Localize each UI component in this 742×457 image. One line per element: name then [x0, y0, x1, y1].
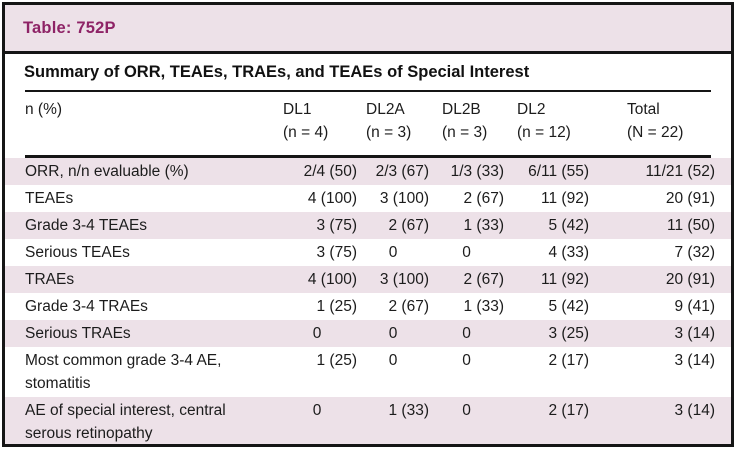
- divider-thick: [25, 155, 711, 158]
- column-header-dl2: DL2 (n = 12): [504, 92, 589, 155]
- value-cell: 1 (33): [463, 217, 505, 234]
- table-row-serious-teaes: Serious TEAEs 3 (75) 0 0 4 (33) 7 (32): [5, 239, 731, 266]
- data-table: ORR, n/n evaluable (%) 2/4 (50) 2/3 (67)…: [5, 158, 731, 444]
- value-cell: 2 (17): [548, 352, 590, 369]
- value-cell: 3 (14): [674, 325, 716, 342]
- value-cell: 0: [388, 244, 398, 261]
- column-header-label: n (%): [25, 101, 63, 118]
- value-cell: 9 (41): [674, 298, 716, 315]
- row-label: Grade 3-4 TRAEs: [25, 298, 148, 315]
- divider-thin: [25, 90, 711, 92]
- title-band: Table: 752P: [5, 5, 731, 54]
- column-n: (N = 22): [627, 124, 684, 141]
- column-n: (n = 12): [517, 124, 571, 141]
- row-label: AE of special interest, central serous r…: [25, 402, 226, 442]
- value-cell: 4 (33): [548, 244, 590, 261]
- value-cell: 0: [312, 325, 322, 342]
- value-cell: 1 (25): [316, 298, 358, 315]
- value-cell: 3 (75): [316, 244, 358, 261]
- value-cell: 1 (33): [463, 298, 505, 315]
- value-cell: 3 (14): [674, 352, 716, 369]
- value-cell: 0: [388, 325, 398, 342]
- value-cell: 2/3 (67): [375, 163, 429, 180]
- column-header-dl2b: DL2B (n = 3): [429, 92, 504, 155]
- table-card: Table: 752P Summary of ORR, TEAEs, TRAEs…: [2, 2, 734, 447]
- value-cell: 3 (100): [379, 190, 429, 207]
- value-cell: 1 (25): [316, 352, 358, 369]
- column-name: DL2A: [366, 101, 405, 118]
- value-cell: 11 (50): [667, 217, 715, 234]
- table-row-grade34-traes: Grade 3-4 TRAEs 1 (25) 2 (67) 1 (33) 5 (…: [5, 293, 731, 320]
- value-cell: 0: [462, 244, 471, 261]
- row-label: Serious TRAEs: [25, 325, 131, 342]
- value-cell: 2 (67): [388, 298, 430, 315]
- value-cell: 20 (91): [665, 271, 715, 288]
- value-cell: 4 (100): [307, 271, 357, 288]
- value-cell: 3 (25): [548, 325, 590, 342]
- row-label: TRAEs: [25, 271, 75, 288]
- column-n: (n = 3): [366, 124, 412, 141]
- table-row-serious-traes: Serious TRAEs 0 0 0 3 (25) 3 (14): [5, 320, 731, 347]
- value-cell: 20 (91): [665, 190, 715, 207]
- row-label: ORR, n/n evaluable (%): [25, 163, 189, 180]
- value-cell: 0: [388, 352, 398, 369]
- column-header-n-pct: n (%): [5, 92, 277, 155]
- table-row-most-common-ae: Most common grade 3-4 AE, stomatitis 1 (…: [5, 347, 731, 397]
- column-name: DL2: [517, 101, 546, 118]
- column-header-dl2a: DL2A (n = 3): [357, 92, 429, 155]
- value-cell: 5 (42): [548, 298, 590, 315]
- value-cell: 11 (92): [541, 271, 589, 288]
- value-cell: 1/3 (33): [450, 163, 504, 180]
- value-cell: 2 (17): [548, 402, 590, 419]
- value-cell: 6/11 (55): [528, 163, 589, 180]
- value-cell: 2 (67): [463, 271, 505, 288]
- column-header-dl1: DL1 (n = 4): [277, 92, 357, 155]
- row-label: TEAEs: [25, 190, 74, 207]
- column-header-total: Total (N = 22): [589, 92, 731, 155]
- row-label: Serious TEAEs: [25, 244, 130, 261]
- value-cell: 3 (14): [674, 402, 716, 419]
- table-title: Summary of ORR, TEAEs, TRAEs, and TEAEs …: [24, 63, 530, 81]
- value-cell: 2 (67): [388, 217, 430, 234]
- column-name: DL1: [283, 101, 312, 118]
- table-row-orr: ORR, n/n evaluable (%) 2/4 (50) 2/3 (67)…: [5, 158, 731, 185]
- value-cell: 1 (33): [388, 402, 430, 419]
- column-header-row: n (%) DL1 (n = 4) DL2A (n = 3) DL2B (n =…: [5, 92, 731, 155]
- row-label: Most common grade 3-4 AE, stomatitis: [25, 352, 222, 392]
- value-cell: 0: [462, 402, 471, 419]
- value-cell: 2 (67): [463, 190, 505, 207]
- column-n: (n = 4): [283, 124, 329, 141]
- value-cell: 0: [312, 402, 322, 419]
- column-n: (n = 3): [442, 124, 488, 141]
- table-row-teaes: TEAEs 4 (100) 3 (100) 2 (67) 11 (92) 20 …: [5, 185, 731, 212]
- value-cell: 3 (75): [316, 217, 358, 234]
- value-cell: 4 (100): [307, 190, 357, 207]
- table-number: Table: 752P: [23, 19, 116, 37]
- value-cell: 0: [462, 352, 471, 369]
- value-cell: 0: [462, 325, 471, 342]
- table-row-grade34-teaes: Grade 3-4 TEAEs 3 (75) 2 (67) 1 (33) 5 (…: [5, 212, 731, 239]
- column-name: DL2B: [442, 101, 481, 118]
- value-cell: 5 (42): [548, 217, 590, 234]
- value-cell: 2/4 (50): [303, 163, 357, 180]
- table-row-ae-special-interest: AE of special interest, central serous r…: [5, 397, 731, 444]
- value-cell: 7 (32): [674, 244, 716, 261]
- value-cell: 11 (92): [541, 190, 589, 207]
- value-cell: 11/21 (52): [645, 163, 715, 180]
- value-cell: 3 (100): [379, 271, 429, 288]
- row-label: Grade 3-4 TEAEs: [25, 217, 148, 234]
- column-name: Total: [627, 101, 660, 118]
- table-row-traes: TRAEs 4 (100) 3 (100) 2 (67) 11 (92) 20 …: [5, 266, 731, 293]
